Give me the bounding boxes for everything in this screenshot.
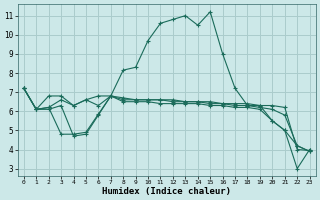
X-axis label: Humidex (Indice chaleur): Humidex (Indice chaleur) — [102, 187, 231, 196]
